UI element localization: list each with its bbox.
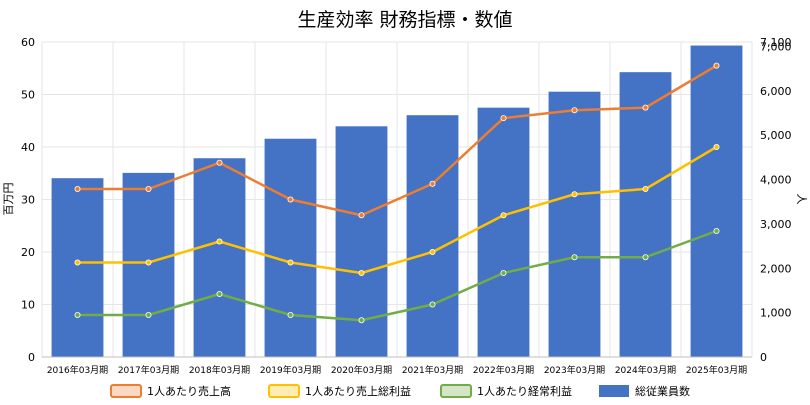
line-point [571,191,578,198]
y-left-tick-label: 0 [28,351,35,364]
x-tick-label: 2024年03月期 [615,364,676,376]
line-point [642,104,649,111]
legend-label: 1人あたり売上総利益 [305,384,411,398]
x-tick-label: 2023年03月期 [544,364,605,376]
x-tick-label: 2020年03月期 [331,364,392,376]
y-right-tick-label: 6,000 [760,85,792,98]
line-point [287,311,294,318]
line-point [74,185,81,192]
series-line [77,229,717,322]
x-tick-label: 2019年03月期 [260,364,321,376]
legend-swatch [268,384,300,398]
y-axis-left-label: 百万円 [2,183,15,216]
bar [406,115,459,357]
legend: 1人あたり売上高 1人あたり売上総利益 1人あたり経常利益 総従業員数 [110,384,690,398]
line-point [500,115,507,122]
line-point [642,254,649,261]
legend-item: 1人あたり売上高 [110,384,231,398]
line-series [74,62,720,324]
bar [264,138,317,357]
y-right-tick-label: 0 [760,351,767,364]
chart-title: 生産効率 財務指標・数値 [297,9,512,31]
y-left-tick-label: 50 [21,89,35,102]
legend-swatch [110,384,142,398]
line-point [429,248,436,255]
bar [193,158,246,357]
series-line [77,64,718,217]
line-point [358,317,365,324]
axes: 0 10 20 30 40 50 60 0 1,000 2,000 3,000 4,000 5,000 6… [21,36,792,376]
y-right-tick-label: 5,000 [760,129,792,142]
line-point [74,311,81,318]
bar [477,107,530,357]
line-point [713,227,720,234]
y-right-tick-label: 2,000 [760,262,792,275]
line-point [571,254,578,261]
legend-item: 1人あたり売上総利益 [268,384,411,398]
line-point [145,311,152,318]
x-tick-label: 2018年03月期 [189,364,250,376]
y-axis-right-label: 人 [795,194,808,205]
line-point [145,185,152,192]
y-right-tick-label: 7,000 [760,40,792,53]
y-right-tick-label: 3,000 [760,218,792,231]
x-tick-label: 2022年03月期 [473,364,534,376]
y-right-tick-label: 7,100 [760,36,792,49]
y-right-tick-label: 1,000 [760,307,792,320]
line-point [216,238,223,245]
line-point [500,269,507,276]
legend-item: 総従業員数 [599,384,690,398]
bar [690,45,743,358]
legend-swatch [440,384,472,398]
bar-series [51,45,743,358]
line-point [429,180,436,187]
line-point [358,212,365,219]
bar [548,91,601,358]
legend-label: 1人あたり経常利益 [477,384,572,398]
y-left-tick-label: 10 [21,299,35,312]
x-tick-label: 2016年03月期 [47,364,108,376]
line-point [571,107,578,114]
line-point [216,290,223,297]
line-point [145,259,152,266]
line-point [287,259,294,266]
y-right-tick-label: 4,000 [760,174,792,187]
line-point [429,301,436,308]
y-left-tick-label: 30 [21,194,35,207]
line-point [642,185,649,192]
bar [619,72,672,358]
x-tick-label: 2025年03月期 [686,364,747,376]
line-point [216,159,223,166]
legend-swatch [599,385,629,397]
line-point [713,62,720,69]
legend-label: 1人あたり売上高 [147,384,231,398]
legend-item: 1人あたり経常利益 [440,384,572,398]
x-tick-label: 2021年03月期 [402,364,463,376]
y-left-tick-label: 60 [21,36,35,49]
line-point [287,196,294,203]
legend-label: 総従業員数 [635,384,690,398]
line-point [74,259,81,266]
y-left-tick-label: 20 [21,246,35,259]
series-line [77,145,718,275]
y-left-tick-label: 40 [21,141,35,154]
line-point [713,143,720,150]
line-point [500,212,507,219]
bar [51,178,104,357]
line-point [358,269,365,276]
x-tick-label: 2017年03月期 [118,364,179,376]
